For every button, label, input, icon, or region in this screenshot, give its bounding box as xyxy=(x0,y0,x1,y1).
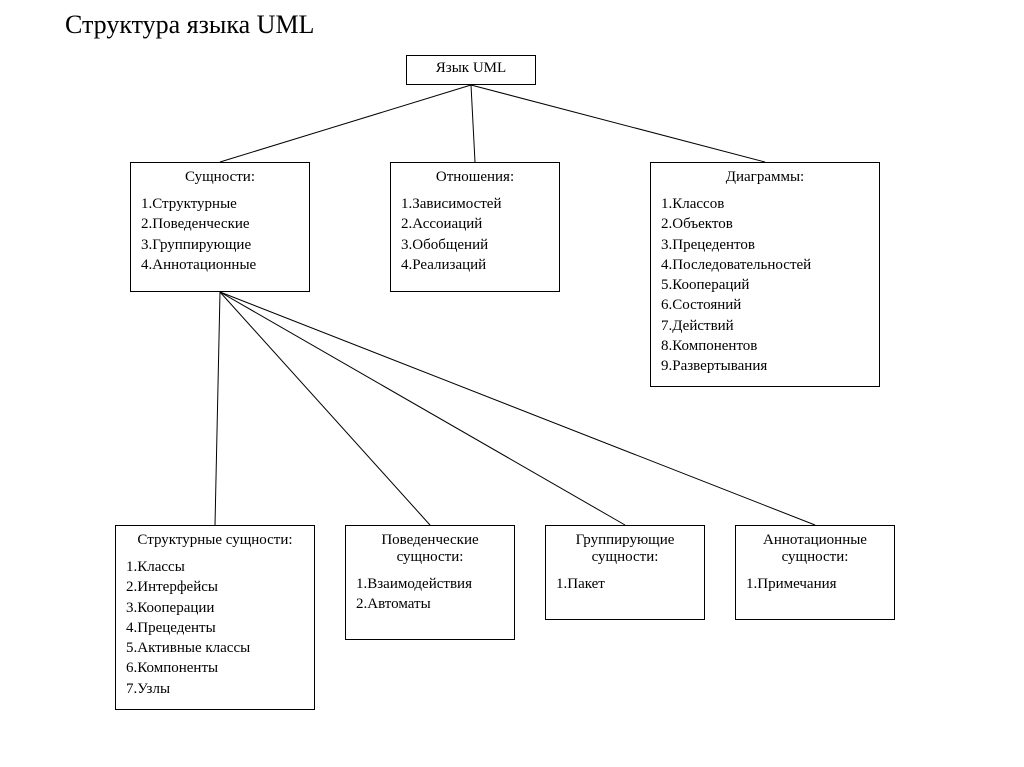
list-item: 6.Компоненты xyxy=(126,658,304,678)
node-entities-list: 1.Структурные 2.Поведенческие 3.Группиру… xyxy=(141,194,299,275)
node-structural-title: Структурные сущности: xyxy=(126,532,304,549)
edge-line xyxy=(471,85,765,162)
list-item: 7.Действий xyxy=(661,316,869,336)
list-item: 4.Реализаций xyxy=(401,255,549,275)
node-root-title: Язык UML xyxy=(413,60,529,77)
list-item: 5.Активные классы xyxy=(126,638,304,658)
list-item: 4.Прецеденты xyxy=(126,618,304,638)
list-item: 9.Развертывания xyxy=(661,356,869,376)
node-relations-list: 1.Зависимостей 2.Ассоиаций 3.Обобщений 4… xyxy=(401,194,549,275)
node-structural-list: 1.Классы 2.Интерфейсы 3.Кооперации 4.Пре… xyxy=(126,557,304,699)
node-annotation: Аннотационные сущности: 1.Примечания xyxy=(735,525,895,620)
list-item: 3.Кооперации xyxy=(126,598,304,618)
node-relations: Отношения: 1.Зависимостей 2.Ассоиаций 3.… xyxy=(390,162,560,292)
list-item: 1.Классов xyxy=(661,194,869,214)
node-annotation-list: 1.Примечания xyxy=(746,574,884,594)
node-structural: Структурные сущности: 1.Классы 2.Интерфе… xyxy=(115,525,315,710)
page-title: Структура языка UML xyxy=(65,10,314,40)
list-item: 3.Обобщений xyxy=(401,235,549,255)
list-item: 7.Узлы xyxy=(126,679,304,699)
list-item: 2.Интерфейсы xyxy=(126,577,304,597)
list-item: 3.Группирующие xyxy=(141,235,299,255)
node-entities-title: Сущности: xyxy=(141,169,299,186)
list-item: 1.Структурные xyxy=(141,194,299,214)
list-item: 2.Ассоиаций xyxy=(401,214,549,234)
node-behavioral: Поведенческие сущности: 1.Взаимодействия… xyxy=(345,525,515,640)
node-grouping-title: Группирующие сущности: xyxy=(556,532,694,566)
list-item: 1.Пакет xyxy=(556,574,694,594)
edge-line xyxy=(471,85,475,162)
edge-line xyxy=(220,292,625,525)
list-item: 1.Взаимодействия xyxy=(356,574,504,594)
list-item: 3.Прецедентов xyxy=(661,235,869,255)
node-behavioral-title: Поведенческие сущности: xyxy=(356,532,504,566)
node-diagrams-list: 1.Классов 2.Объектов 3.Прецедентов 4.Пос… xyxy=(661,194,869,376)
list-item: 8.Компонентов xyxy=(661,336,869,356)
list-item: 4.Аннотационные xyxy=(141,255,299,275)
list-item: 5.Коопераций xyxy=(661,275,869,295)
node-entities: Сущности: 1.Структурные 2.Поведенческие … xyxy=(130,162,310,292)
node-relations-title: Отношения: xyxy=(401,169,549,186)
edge-line xyxy=(220,85,471,162)
list-item: 2.Автоматы xyxy=(356,594,504,614)
node-annotation-title: Аннотационные сущности: xyxy=(746,532,884,566)
node-root: Язык UML xyxy=(406,55,536,85)
list-item: 1.Зависимостей xyxy=(401,194,549,214)
list-item: 2.Объектов xyxy=(661,214,869,234)
edge-line xyxy=(215,292,220,525)
list-item: 1.Классы xyxy=(126,557,304,577)
edge-line xyxy=(220,292,430,525)
list-item: 6.Состояний xyxy=(661,295,869,315)
list-item: 2.Поведенческие xyxy=(141,214,299,234)
list-item: 1.Примечания xyxy=(746,574,884,594)
diagram-canvas: Структура языка UML Язык UML Сущности: 1… xyxy=(0,0,1024,767)
list-item: 4.Последовательностей xyxy=(661,255,869,275)
node-grouping: Группирующие сущности: 1.Пакет xyxy=(545,525,705,620)
node-diagrams: Диаграммы: 1.Классов 2.Объектов 3.Прецед… xyxy=(650,162,880,387)
node-behavioral-list: 1.Взаимодействия 2.Автоматы xyxy=(356,574,504,615)
node-diagrams-title: Диаграммы: xyxy=(661,169,869,186)
node-grouping-list: 1.Пакет xyxy=(556,574,694,594)
